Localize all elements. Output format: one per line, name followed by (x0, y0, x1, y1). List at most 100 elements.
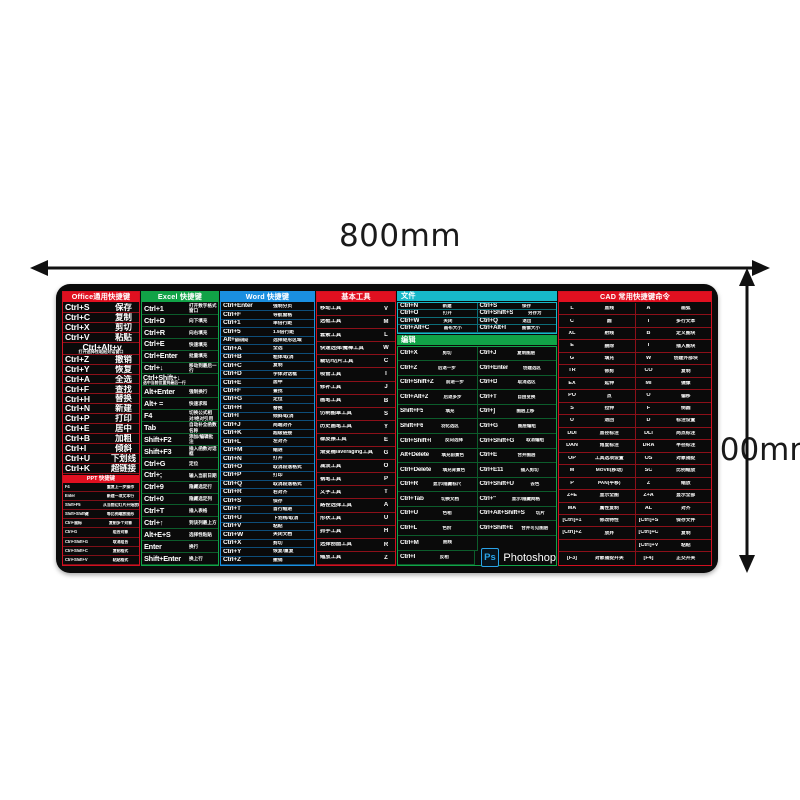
shortcut-row: EX 延伸 MI 镜像 (559, 377, 711, 391)
shortcut-key: 吸管工具 (320, 371, 342, 377)
column-header-edit: 编辑 (397, 334, 557, 345)
shortcut-description: 取消编组 (526, 438, 545, 443)
shortcut-key: Ctrl+; (144, 471, 163, 479)
shortcut-row: 路径选择工具 A (317, 499, 395, 513)
shortcut-key: M (569, 468, 575, 474)
shortcut-key: XL (568, 330, 576, 336)
shortcut-description: 选择矩形区域 (273, 338, 302, 344)
shortcut-description: U (383, 515, 389, 522)
shortcut-row: Ctrl+G 组合对象 (63, 528, 139, 538)
shortcut-key: Ctrl+X (65, 322, 90, 332)
shortcut-key: 快速选择/魔棒工具 (320, 345, 364, 351)
shortcut-cell: D 标注设置 (635, 415, 711, 428)
shortcut-cell: Ctrl+Delete 填充背景色 (398, 463, 478, 478)
shortcut-description: 右对齐 (273, 490, 288, 496)
shortcut-key: A (646, 306, 651, 312)
shortcut-key: Ctrl+" (479, 495, 496, 502)
shortcut-row: Ctrl+M 曲线 (398, 535, 556, 551)
shortcut-cell: W 创建外部块 (635, 353, 711, 366)
shortcut-row: Ctrl+N 新建 (63, 404, 139, 415)
shortcut-row: [Ctrl]+V 粘贴 (559, 539, 711, 553)
shortcut-key: E (570, 343, 574, 349)
shortcut-description: 等比例缩放图形 (106, 512, 135, 517)
shortcut-row: Ctrl+1 单倍行距 (221, 320, 314, 329)
shortcut-description: 倒圆 (680, 405, 691, 411)
shortcut-description: 打印 (273, 473, 283, 479)
shortcut-description: 左对齐 (273, 439, 288, 445)
shortcut-key: Ctrl+Q (479, 317, 498, 324)
shortcut-row: 快速选择/魔棒工具 W (317, 342, 395, 356)
shortcut-key: Ctrl+T (144, 507, 165, 515)
shortcut-description: 显示/隐藏标尺 (433, 482, 462, 487)
shortcut-row: XL 射线 B 定义图块 (559, 327, 711, 341)
shortcut-row: Tab 自动补全函数名称 (142, 422, 218, 434)
shortcut-key: DRA (642, 443, 655, 449)
shortcut-row: Ctrl+9 隐藏选定行 (142, 482, 218, 494)
column-file-edit: 文件 Ctrl+N 新建 Ctrl+S 保存 Ctrl+O 打开 Ctrl+Shift+S 另… (397, 291, 557, 568)
shortcut-description: 移动到最后一行 (189, 362, 217, 373)
shortcut-row: Ctrl+V 粘贴 (221, 523, 314, 532)
shortcut-description: 定位 (189, 460, 199, 466)
shortcut-description: 复制 (680, 368, 691, 374)
shortcut-key: I (647, 343, 650, 349)
shortcut-description: 色相 (442, 511, 452, 516)
shortcut-row: Shift+F6 羽化选区 Ctrl+G 图层编组 (398, 419, 556, 434)
column-header-office: Office通用快捷键 (63, 292, 139, 302)
shortcut-cell: Ctrl+E 合并图层 (477, 449, 556, 464)
shortcut-description: 填充背景色 (442, 467, 466, 472)
shortcut-key: Tab (144, 423, 156, 432)
shortcut-description: 属性复制 (599, 505, 619, 511)
shortcut-description: 创建选区 (523, 365, 542, 370)
shortcut-row: Ctrl+W 关闭文档 (221, 531, 314, 540)
shortcut-key: Ctrl+鼠标 (65, 521, 82, 526)
shortcut-row: Ctrl+M 缩进 (221, 447, 314, 456)
shortcut-description: Y (383, 423, 388, 430)
shortcut-key: Ctrl+Y (223, 548, 242, 555)
shortcut-cell: P PAN(平移) (559, 477, 636, 491)
shortcut-row: [F3] 对象捕捉开关 [F4] 正交开关 (559, 552, 711, 565)
cad-rows: L 直线 A 画弧 C 圆 T 多行文本 XL 射线 B 定义图块 E 删除 I 插入图块 G 填充 W 创建外部块 T… (559, 303, 711, 565)
shortcut-row: Z+E 显示全图 Z+A 显示全部 (559, 490, 711, 503)
shortcut-cell: Ctrl+Q 退出 (477, 317, 556, 326)
shortcut-cell: Ctrl+R 显示/隐藏标尺 (398, 477, 478, 493)
shortcut-cell: Ctrl+E11 插入剪切 (477, 463, 556, 478)
shortcut-description: 恢复/重复 (273, 549, 294, 555)
shortcut-cell: Ctrl+" 显示/隐藏网格 (477, 492, 556, 507)
shortcut-row: 选择剖面工具 R (317, 539, 395, 552)
shortcut-key: Ctrl+Shift+U (479, 481, 514, 488)
shortcut-key: Ctrl+Shift+G (65, 539, 88, 544)
shortcut-key: Alt+Enter (144, 388, 175, 396)
shortcut-key: F (646, 405, 651, 411)
column-header-word: Word 快捷键 (221, 292, 314, 302)
shortcut-description: 修改特性 (599, 518, 619, 524)
shortcut-description: 1.5倍行距 (273, 329, 295, 335)
shortcut-key: Ctrl+B (223, 354, 242, 361)
shortcut-row: Ctrl+Shift+C 复制格式 (63, 547, 139, 556)
shortcut-description: 粘贴 (273, 523, 283, 529)
shortcut-description: 超级链接 (273, 431, 293, 436)
shortcut-description: 点 (606, 393, 612, 399)
shortcut-cell: Ctrl+D 取消选区 (477, 376, 556, 391)
shortcut-row: Ctrl+Q 取消段落格式 (221, 481, 314, 489)
shortcut-description: 复制 (680, 530, 691, 536)
shortcut-key: Ctrl+E11 (479, 466, 504, 473)
word-rows: Ctrl+Enter 强制分页 Ctrl+F 导航窗格 Ctrl+1 单倍行距 Ctrl+5… (221, 303, 314, 566)
shortcut-row: Ctrl+Shift+Z 前进一步 Ctrl+D 取消选区 (398, 375, 556, 391)
shortcut-row: F4 切换公式相对/绝对引用 (142, 410, 218, 423)
shortcut-row: Ctrl+Tab 切换文档 Ctrl+" 显示/隐藏网格 (398, 492, 556, 507)
column-word: Word 快捷键 Ctrl+Enter 强制分页 Ctrl+F 导航窗格 Ctrl+1 单… (220, 291, 315, 566)
shortcut-cell: Ctrl+W 关闭 (398, 317, 478, 326)
shortcut-description: 插入剪切 (520, 467, 539, 472)
shortcut-key: Ctrl+Shift+S (479, 310, 514, 317)
shortcut-description: 取消选区 (517, 380, 536, 385)
shortcut-sheet: Office通用快捷键 Ctrl+S 保存 Ctrl+C 复制 Ctrl+X 剪切 Ctrl… (62, 291, 712, 568)
shortcut-row: Alt+E+S 选择性粘贴 (142, 529, 218, 542)
shortcut-description: 粘贴 (680, 543, 691, 549)
shortcut-key: Z (646, 480, 651, 486)
shortcut-key: Ctrl+W (223, 531, 243, 538)
shortcut-key: Ctrl+U (223, 514, 242, 521)
shortcut-cell: Ctrl+Shift+Z 前进一步 (398, 375, 478, 391)
shortcut-key: PO (568, 393, 576, 399)
shortcut-key: Ctrl+I (223, 413, 239, 420)
shortcut-key: AL (644, 505, 653, 511)
